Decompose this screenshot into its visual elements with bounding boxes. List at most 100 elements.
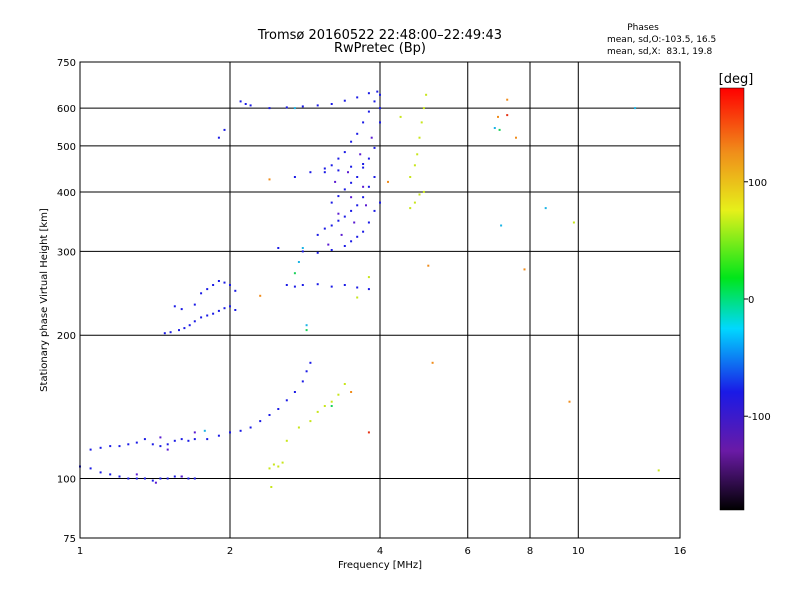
echo-point (143, 438, 146, 441)
echo-point (343, 151, 346, 154)
echo-point (151, 443, 154, 446)
echo-point (249, 426, 252, 429)
echo-point (309, 420, 312, 423)
echo-point (367, 276, 370, 279)
echo-point (356, 132, 359, 135)
echo-point (309, 361, 312, 364)
echo-point (217, 434, 220, 437)
echo-point (350, 209, 353, 212)
echo-point (373, 146, 376, 149)
echo-point (500, 224, 503, 227)
echo-point (498, 128, 501, 131)
echo-point (323, 167, 326, 170)
echo-point (370, 136, 373, 139)
echo-point (362, 121, 365, 124)
echo-point (330, 405, 333, 407)
echo-point (293, 391, 296, 393)
echo-point (268, 178, 271, 181)
phase-stats-o: mean, sd,O:-103.5, 16.5 (607, 35, 716, 45)
echo-point (166, 477, 169, 480)
echo-point (337, 212, 340, 215)
y-tick-label: 100 (57, 475, 76, 486)
echo-point (353, 221, 356, 224)
echo-point (425, 93, 428, 96)
echo-point (259, 420, 262, 423)
echo-point (413, 164, 416, 167)
echo-point (330, 103, 333, 105)
echo-point (135, 477, 138, 480)
echo-point (169, 331, 172, 334)
echo-point (268, 107, 271, 110)
echo-point (316, 410, 319, 413)
echo-point (316, 251, 319, 254)
echo-point (285, 439, 288, 442)
echo-point (293, 285, 296, 288)
echo-point (323, 171, 326, 174)
echo-point (337, 169, 340, 172)
echo-point (239, 429, 242, 432)
echo-point (193, 431, 196, 434)
echo-point (187, 477, 190, 480)
echo-point (373, 209, 376, 212)
echo-point (285, 106, 288, 109)
echo-point (180, 475, 183, 478)
echo-point (506, 98, 509, 101)
echo-point (343, 245, 346, 247)
echo-point (244, 103, 247, 105)
echo-point (301, 284, 304, 286)
echo-point (270, 486, 273, 488)
echo-point (212, 284, 215, 286)
echo-point (356, 204, 359, 207)
echo-point (330, 285, 333, 288)
echo-point (297, 261, 300, 263)
echo-point (206, 438, 209, 441)
echo-point (259, 294, 262, 297)
echo-point (379, 121, 381, 124)
echo-point (151, 479, 154, 482)
echo-point (277, 247, 280, 249)
echo-point (379, 201, 381, 204)
echo-point (173, 305, 176, 308)
x-tick-label: 10 (572, 546, 585, 557)
echo-points (79, 90, 660, 488)
echo-point (309, 171, 312, 174)
echo-point (203, 429, 206, 432)
echo-point (376, 90, 379, 93)
x-tick-label: 2 (227, 546, 233, 557)
echo-point (431, 361, 434, 364)
echo-point (544, 207, 547, 210)
echo-point (330, 400, 333, 403)
echo-point (297, 426, 300, 429)
colorbar (719, 87, 745, 511)
echo-point (183, 327, 186, 330)
echo-point (166, 443, 169, 446)
echo-point (337, 393, 340, 396)
y-tick-label: 600 (57, 104, 76, 115)
echo-point (340, 233, 343, 236)
echo-point (316, 233, 319, 236)
x-tick-label: 1 (77, 546, 83, 557)
phase-stats-x: mean, sd,X: 83.1, 19.8 (607, 47, 713, 57)
echo-point (223, 128, 226, 131)
echo-point (305, 329, 308, 332)
echo-point (568, 400, 571, 403)
echo-point (173, 475, 176, 478)
echo-point (343, 188, 346, 191)
echo-point (367, 221, 370, 224)
echo-point (350, 391, 353, 393)
echo-point (356, 296, 359, 299)
echo-point (422, 190, 425, 193)
echo-point (422, 107, 425, 110)
echo-point (330, 249, 333, 251)
echo-point (268, 414, 271, 416)
echo-point (373, 100, 376, 103)
echo-point (285, 284, 288, 286)
echo-point (497, 115, 499, 118)
echo-point (330, 201, 333, 204)
echo-point (223, 307, 226, 310)
echo-point (249, 104, 252, 107)
echo-point (154, 481, 157, 484)
echo-point (387, 180, 389, 183)
echo-point (109, 445, 112, 448)
y-tick-label: 500 (57, 142, 76, 153)
